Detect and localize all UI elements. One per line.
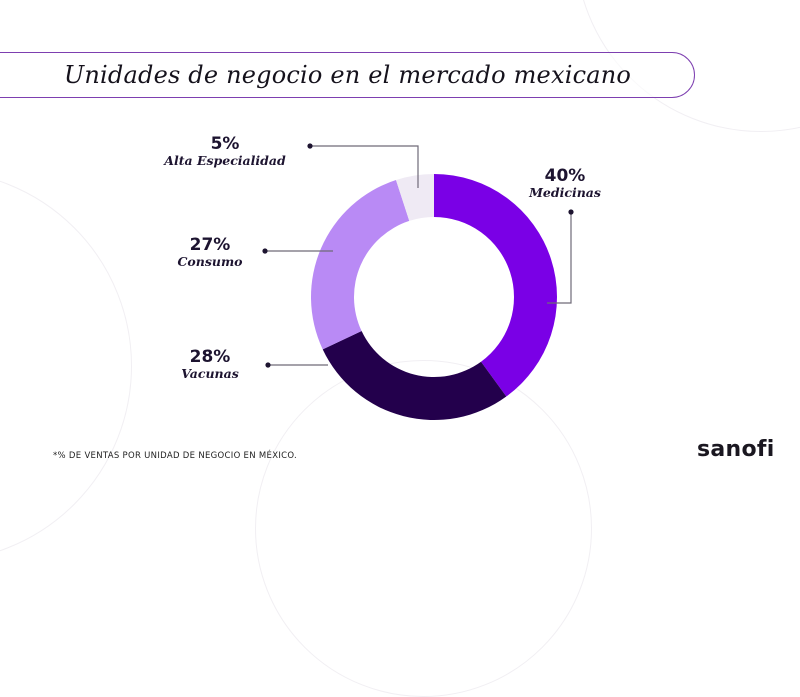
data-label-name: Vacunas [181, 366, 239, 381]
label-vacunas: 28% Vacunas [160, 348, 260, 381]
label-medicinas: 40% Medicinas [520, 167, 610, 200]
donut-slice-vacunas [322, 331, 507, 420]
chart-title: Unidades de negocio en el mercado mexica… [63, 61, 632, 89]
leader-dot-medicinas [568, 209, 574, 215]
donut-chart [262, 143, 574, 420]
donut-slice-consumo [311, 180, 410, 350]
donut-slice-alta-especialidad [395, 174, 434, 221]
data-label-value: 27% [189, 235, 231, 255]
leader-line-alta-especialidad [310, 145, 419, 188]
leader-line-medicinas [547, 212, 572, 304]
label-consumo: 27% Consumo [160, 236, 260, 269]
data-label-value: 40% [544, 166, 586, 186]
leader-dot-vacunas [265, 362, 271, 368]
data-label-value: 28% [189, 347, 231, 367]
sanofi-logo: sanofi [697, 437, 775, 462]
data-label-name: Medicinas [529, 185, 601, 200]
title-banner: Unidades de negocio en el mercado mexica… [0, 52, 695, 98]
label-alta-especialidad: 5% Alta Especialidad [140, 135, 310, 168]
data-label-name: Alta Especialidad [164, 153, 286, 168]
donut-slice-medicinas [434, 174, 557, 397]
leader-dot-consumo [262, 248, 268, 254]
footnote: *% DE VENTAS POR UNIDAD DE NEGOCIO EN MÉ… [53, 451, 298, 461]
leader-dot-alta-especialidad [307, 143, 313, 149]
data-label-name: Consumo [177, 254, 243, 269]
data-label-value: 5% [210, 134, 240, 154]
